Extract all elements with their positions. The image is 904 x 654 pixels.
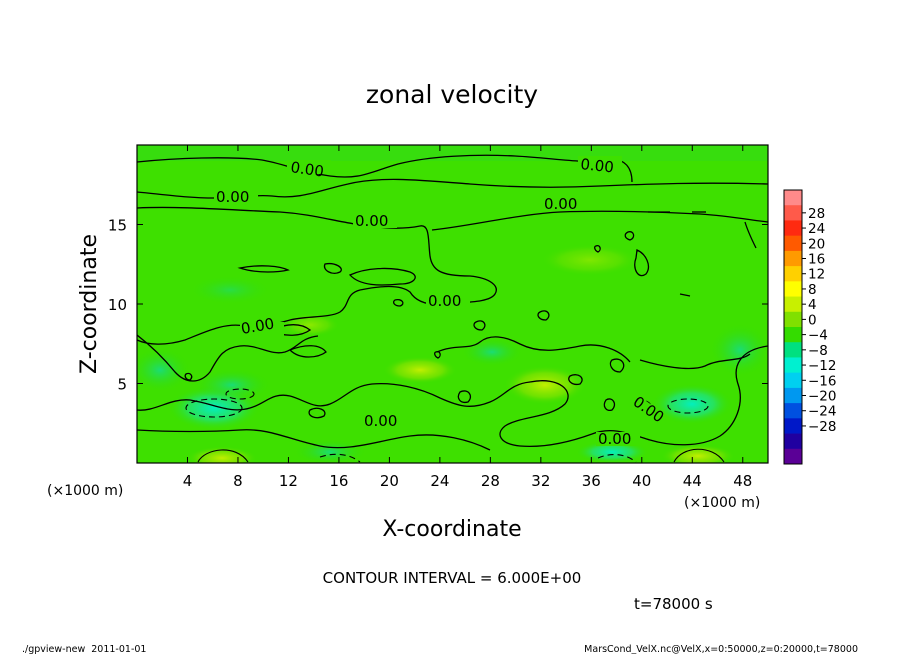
colorbar-label: −12 <box>808 358 837 374</box>
y-tick-label: 15 <box>108 217 127 235</box>
contour-label: 0.00 <box>289 158 325 180</box>
contour-label: 0.00 <box>598 430 631 448</box>
positive-contours <box>197 448 725 463</box>
footer-left-note: ./gpview-new 2011-01-01 <box>22 644 146 654</box>
colorbar-label: 12 <box>808 267 825 283</box>
x-tick-label: 16 <box>329 472 348 490</box>
colorbar-cell <box>784 296 802 313</box>
colorbar-cell <box>784 418 802 434</box>
y-ticks: 5 10 15 <box>108 217 768 394</box>
colorbar-label: −4 <box>808 328 828 344</box>
contour-label: 0.00 <box>240 314 276 338</box>
x-tick-label: 4 <box>183 472 193 490</box>
colorbar-cell <box>784 250 802 267</box>
colorbar-label: 4 <box>808 297 817 313</box>
colorbar-label: −24 <box>808 404 837 420</box>
colorbar-cell <box>784 372 802 389</box>
x-unit-label: (×1000 m) <box>684 495 760 511</box>
contour-label: 0.00 <box>544 195 577 213</box>
colorbar-label: −28 <box>808 419 837 435</box>
footer-right-note: MarsCond_VelX.nc@VelX,x=0:50000,z=0:2000… <box>584 644 858 654</box>
colorbar-cell <box>784 311 802 328</box>
colorbar-label: 24 <box>808 221 825 237</box>
contour-labels: 0.00 0.00 0.00 0.00 0.00 0.00 0.00 0.00 … <box>214 155 670 448</box>
x-tick-label: 28 <box>481 472 500 490</box>
plot-area: 0.00 0.00 0.00 0.00 0.00 0.00 0.00 0.00 … <box>108 144 769 490</box>
x-tick-label: 32 <box>531 472 550 490</box>
y-tick-label: 10 <box>108 296 127 314</box>
colorbar-label: −20 <box>808 389 837 405</box>
y-tick-label: 5 <box>117 376 127 394</box>
chart-title: zonal velocity <box>366 80 538 109</box>
colorbar-cell <box>784 403 802 419</box>
colorbar-frame <box>783 189 803 465</box>
x-tick-label: 36 <box>582 472 601 490</box>
colorbar-label: 0 <box>808 312 817 328</box>
contour-label: 0.00 <box>364 412 397 430</box>
colorbar-cell <box>784 433 802 450</box>
colorbar-cell <box>784 190 802 206</box>
colorbar-cell <box>784 357 802 374</box>
contour-interval-note: CONTOUR INTERVAL = 6.000E+00 <box>323 569 582 587</box>
colorbar-cell <box>784 205 802 221</box>
x-tick-label: 24 <box>430 472 449 490</box>
x-tick-label: 20 <box>380 472 399 490</box>
contour-label: 0.00 <box>428 292 461 310</box>
x-tick-label: 44 <box>683 472 702 490</box>
colorbar-label: 16 <box>808 252 825 268</box>
colorbar-label: 28 <box>808 206 825 222</box>
colorbar-cell <box>784 342 802 358</box>
colorbar-cell <box>784 387 802 404</box>
colorbar-cells <box>783 189 803 465</box>
x-tick-label: 12 <box>279 472 298 490</box>
colorbar-cell <box>784 220 802 237</box>
x-axis-label: X-coordinate <box>382 517 521 542</box>
y-unit-label: (×1000 m) <box>47 483 123 499</box>
x-ticks: 4 8 12 16 20 24 28 32 36 40 44 48 <box>183 145 752 490</box>
negative-contours <box>185 388 709 463</box>
contour-label: 0.00 <box>355 212 388 230</box>
colorbar-cell <box>784 266 802 282</box>
colorbar-cell <box>784 235 802 252</box>
contour-label: 0.00 <box>580 155 615 176</box>
y-axis-label: Z-coordinate <box>77 234 102 374</box>
x-tick-label: 40 <box>632 472 651 490</box>
colorbar-cell <box>784 281 802 297</box>
colorbar-label: 20 <box>808 236 825 252</box>
colorbar-cell <box>784 448 802 465</box>
time-label: t=78000 s <box>634 595 713 613</box>
x-tick-label: 8 <box>233 472 243 490</box>
contour-label: 0.00 <box>216 188 249 206</box>
colorbar-label: 8 <box>808 282 817 298</box>
colorbar-cell <box>784 327 802 343</box>
colorbar-label: −8 <box>808 343 828 359</box>
x-tick-label: 48 <box>733 472 752 490</box>
colorbar-label: −16 <box>808 373 837 389</box>
